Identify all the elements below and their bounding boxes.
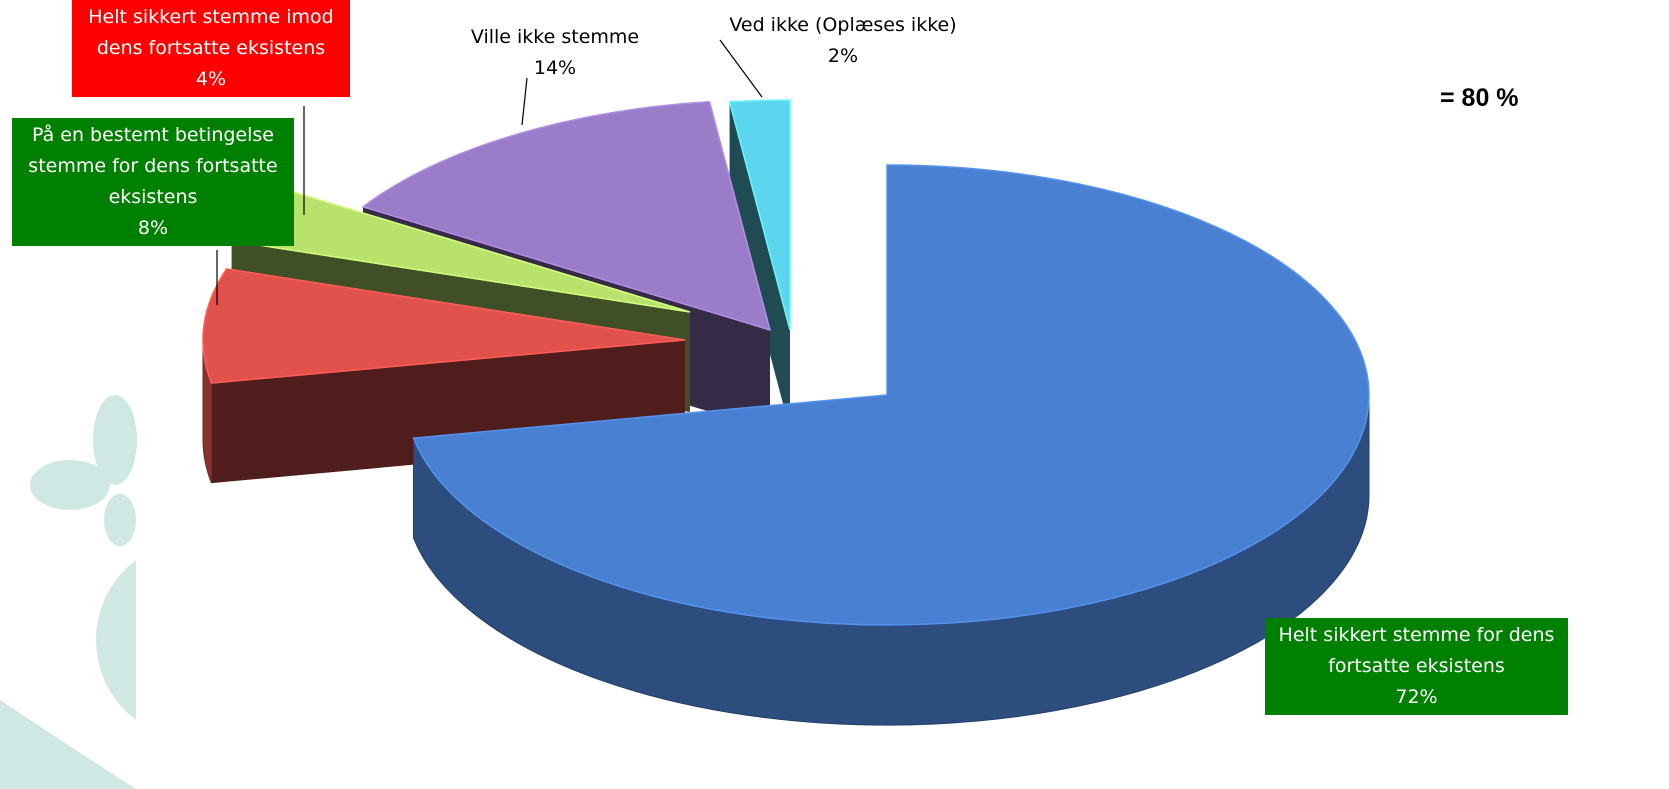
slice-top <box>202 268 686 384</box>
slice-face <box>729 101 790 431</box>
label-value: 4% <box>195 68 227 90</box>
data-label: Helt sikkert stemme for dens fortsatte e… <box>1265 618 1568 715</box>
label-name: Helt sikkert stemme imod dens fortsatte … <box>88 6 334 59</box>
label-name: Ved ikke (Oplæses ikke) <box>729 14 957 36</box>
label-name: På en bestemt betingelse stemme for dens… <box>28 124 278 208</box>
decor-leaf <box>104 494 136 546</box>
slice-top <box>361 101 772 332</box>
leader-line <box>521 77 528 126</box>
slice-top <box>412 164 1370 626</box>
label-value: 2% <box>827 45 859 67</box>
label-value: 8% <box>137 217 169 239</box>
slice <box>728 99 791 431</box>
background-decoration <box>0 395 137 789</box>
slice-top <box>728 99 791 331</box>
label-value: 14% <box>533 57 577 79</box>
decor-leaf <box>93 395 137 485</box>
leader-line <box>719 39 763 98</box>
slice <box>412 164 1370 726</box>
label-name: Ville ikke stemme <box>470 26 640 48</box>
data-label: Ville ikke stemme 14% <box>440 20 670 86</box>
decor-half-circle <box>96 560 136 720</box>
decor-leaf <box>0 700 136 789</box>
label-name: Helt sikkert stemme for dens fortsatte e… <box>1278 624 1555 677</box>
data-label: På en bestemt betingelse stemme for dens… <box>12 118 294 246</box>
data-label: Helt sikkert stemme imod dens fortsatte … <box>72 0 350 97</box>
decor-leaf <box>30 460 110 510</box>
data-label: Ved ikke (Oplæses ikke) 2% <box>700 8 986 74</box>
label-value: 72% <box>1395 686 1438 708</box>
annotation: = 80 % <box>1440 84 1519 112</box>
